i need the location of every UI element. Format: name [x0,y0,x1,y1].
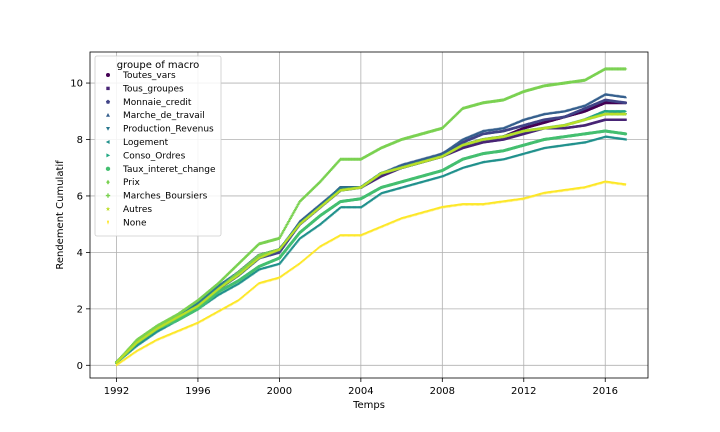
data-point [235,271,239,276]
data-point [239,268,243,272]
data-point [624,95,627,99]
data-point [624,101,628,105]
data-point [246,262,250,267]
data-point [238,269,241,274]
data-points [114,67,628,367]
data-point [229,276,233,281]
data-point [252,257,256,262]
data-point [624,132,628,136]
series-Taux_interet_change [115,129,628,364]
data-point [248,261,251,265]
data-point [242,266,246,270]
data-point [254,256,257,260]
data-point [624,138,627,141]
data-point [624,118,627,121]
data-point [244,264,247,269]
data-point [231,275,234,279]
data-point [624,109,628,113]
